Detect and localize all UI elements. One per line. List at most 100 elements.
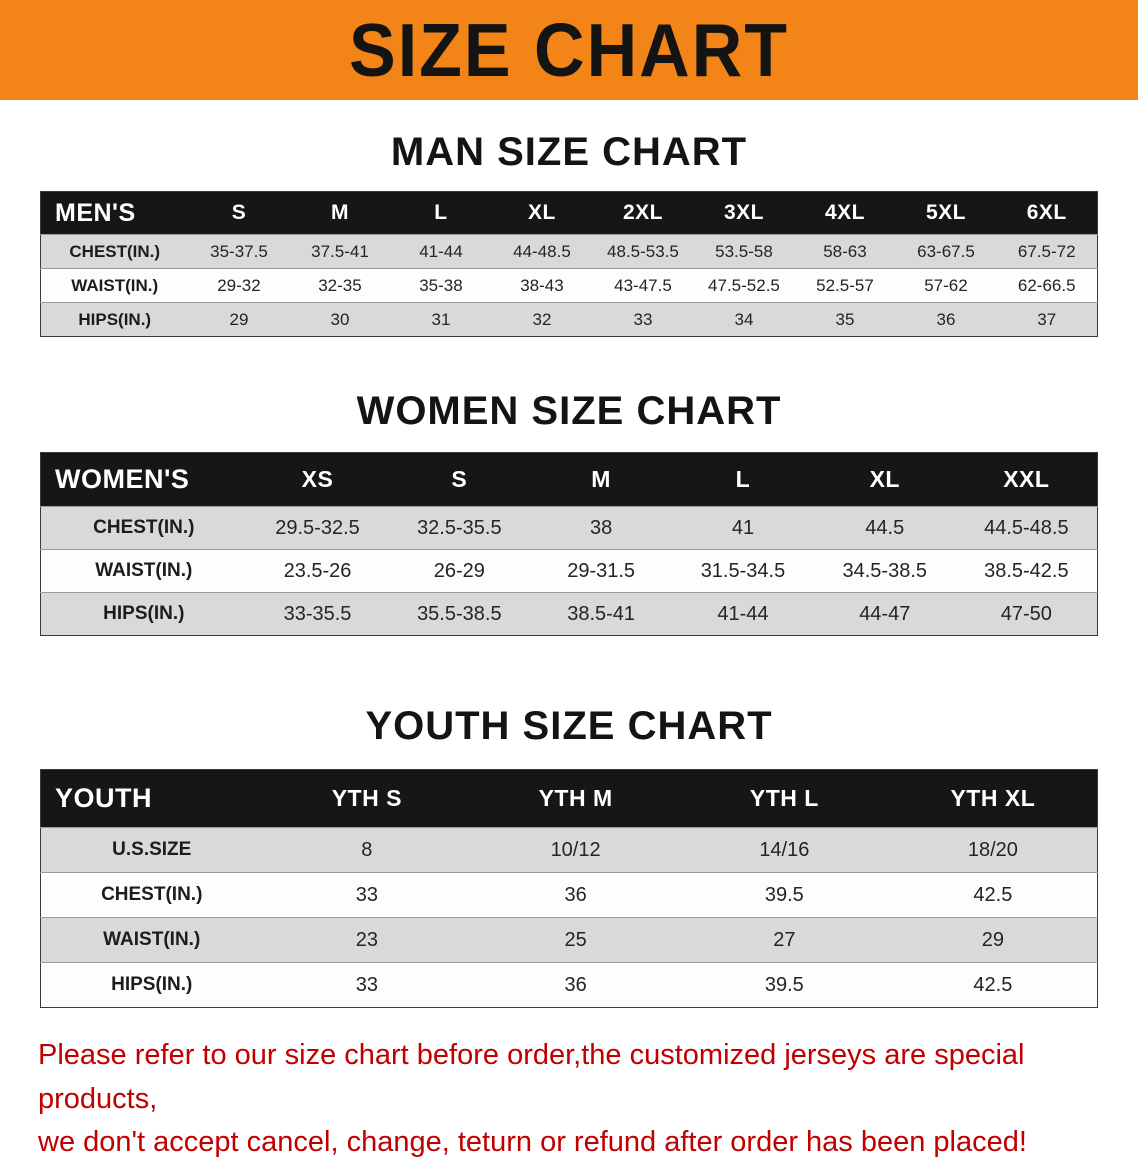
value-cell: 33	[592, 302, 694, 337]
size-header-cell: XXL	[955, 452, 1098, 507]
value-cell: 33-35.5	[246, 592, 389, 636]
youth-size-table: YOUTH YTH S YTH M YTH L YTH XL U.S.SIZE 8 10/12…	[40, 769, 1098, 1008]
value-cell: 43-47.5	[592, 268, 694, 303]
size-header-cell: S	[388, 452, 531, 507]
value-cell: 26-29	[388, 549, 531, 593]
value-cell: 18/20	[888, 827, 1098, 873]
value-cell: 58-63	[794, 234, 896, 269]
value-cell: 41-44	[390, 234, 492, 269]
value-cell: 25	[471, 917, 680, 963]
value-cell: 42.5	[888, 872, 1098, 918]
size-header-cell: YTH S	[262, 769, 472, 828]
value-cell: 38	[530, 506, 673, 550]
size-header-cell: XS	[246, 452, 389, 507]
value-cell: 36	[471, 872, 680, 918]
size-header-cell: YTH M	[471, 769, 680, 828]
size-header-cell: 3XL	[693, 191, 795, 235]
row-label-cell: CHEST(IN.)	[40, 234, 189, 269]
size-header-cell: M	[530, 452, 673, 507]
row-label-cell: HIPS(IN.)	[40, 962, 263, 1008]
value-cell: 44.5-48.5	[955, 506, 1098, 550]
size-header-cell: M	[289, 191, 391, 235]
banner: SIZE CHART	[0, 0, 1138, 100]
value-cell: 10/12	[471, 827, 680, 873]
row-label-cell: CHEST(IN.)	[40, 506, 247, 550]
value-cell: 35.5-38.5	[388, 592, 531, 636]
value-cell: 35-38	[390, 268, 492, 303]
value-cell: 33	[262, 962, 472, 1008]
value-cell: 32-35	[289, 268, 391, 303]
table-title-cell: YOUTH	[40, 769, 263, 828]
value-cell: 29	[888, 917, 1098, 963]
value-cell: 30	[289, 302, 391, 337]
value-cell: 48.5-53.5	[592, 234, 694, 269]
value-cell: 44.5	[813, 506, 956, 550]
size-header-cell: L	[390, 191, 492, 235]
youth-section-heading: YOUTH SIZE CHART	[365, 704, 773, 748]
disclaimer-line-2: we don't accept cancel, change, teturn o…	[38, 1126, 1027, 1158]
table-row: HIPS(IN.) 33 36 39.5 42.5	[40, 962, 1098, 1008]
value-cell: 42.5	[888, 962, 1098, 1008]
table-title-cell: WOMEN'S	[40, 452, 247, 507]
value-cell: 38-43	[491, 268, 593, 303]
value-cell: 31.5-34.5	[672, 549, 814, 593]
size-header-cell: XL	[813, 452, 956, 507]
value-cell: 35	[794, 302, 896, 337]
table-row: WAIST(IN.) 23 25 27 29	[40, 917, 1098, 963]
row-label-cell: CHEST(IN.)	[40, 872, 263, 918]
size-header-cell: 5XL	[895, 191, 997, 235]
value-cell: 38.5-41	[530, 592, 673, 636]
table-row: WAIST(IN.) 29-32 32-35 35-38 38-43 43-47.5 47.…	[40, 268, 1098, 303]
table-row: CHEST(IN.) 29.5-32.5 32.5-35.5 38 41 44.5 44.5…	[40, 506, 1098, 550]
value-cell: 36	[895, 302, 997, 337]
men-size-table: MEN'S S M L XL 2XL 3XL 4XL 5XL 6XL CHEST(IN.) 35-37…	[40, 191, 1098, 337]
value-cell: 57-62	[895, 268, 997, 303]
men-table-wrap: MEN'S S M L XL 2XL 3XL 4XL 5XL 6XL CHEST(IN.) 35-37…	[40, 191, 1098, 337]
value-cell: 33	[262, 872, 472, 918]
value-cell: 23	[262, 917, 472, 963]
size-header-cell: L	[672, 452, 814, 507]
value-cell: 63-67.5	[895, 234, 997, 269]
women-section-heading: WOMEN SIZE CHART	[356, 389, 782, 433]
value-cell: 62-66.5	[996, 268, 1098, 303]
size-header-cell: 6XL	[996, 191, 1098, 235]
value-cell: 41	[672, 506, 814, 550]
value-cell: 32.5-35.5	[388, 506, 531, 550]
value-cell: 47-50	[955, 592, 1098, 636]
size-header-cell: 4XL	[794, 191, 896, 235]
value-cell: 47.5-52.5	[693, 268, 795, 303]
value-cell: 37	[996, 302, 1098, 337]
value-cell: 67.5-72	[996, 234, 1098, 269]
value-cell: 44-47	[813, 592, 956, 636]
value-cell: 23.5-26	[246, 549, 389, 593]
table-header-row: MEN'S S M L XL 2XL 3XL 4XL 5XL 6XL	[40, 191, 1098, 235]
table-row: HIPS(IN.) 29 30 31 32 33 34 35 36 37	[40, 302, 1098, 337]
value-cell: 52.5-57	[794, 268, 896, 303]
youth-table-wrap: YOUTH YTH S YTH M YTH L YTH XL U.S.SIZE 8 10/12…	[40, 769, 1098, 1008]
table-title-cell: MEN'S	[40, 191, 189, 235]
value-cell: 14/16	[679, 827, 889, 873]
value-cell: 38.5-42.5	[955, 549, 1098, 593]
row-label-cell: U.S.SIZE	[40, 827, 263, 873]
value-cell: 35-37.5	[188, 234, 290, 269]
disclaimer-line-1: Please refer to our size chart before or…	[38, 1039, 1025, 1115]
value-cell: 32	[491, 302, 593, 337]
row-label-cell: WAIST(IN.)	[40, 917, 263, 963]
women-size-table: WOMEN'S XS S M L XL XXL CHEST(IN.) 29.5-32.5 32.5…	[40, 452, 1098, 636]
value-cell: 31	[390, 302, 492, 337]
row-label-cell: HIPS(IN.)	[40, 592, 247, 636]
table-row: U.S.SIZE 8 10/12 14/16 18/20	[40, 827, 1098, 873]
table-row: CHEST(IN.) 33 36 39.5 42.5	[40, 872, 1098, 918]
table-header-row: WOMEN'S XS S M L XL XXL	[40, 452, 1098, 507]
table-row: WAIST(IN.) 23.5-26 26-29 29-31.5 31.5-34.5 34…	[40, 549, 1098, 593]
table-header-row: YOUTH YTH S YTH M YTH L YTH XL	[40, 769, 1098, 828]
value-cell: 27	[679, 917, 889, 963]
size-header-cell: S	[188, 191, 290, 235]
value-cell: 29-32	[188, 268, 290, 303]
row-label-cell: WAIST(IN.)	[40, 268, 189, 303]
size-header-cell: XL	[491, 191, 593, 235]
man-section-heading: MAN SIZE CHART	[390, 130, 748, 174]
value-cell: 36	[471, 962, 680, 1008]
women-table-wrap: WOMEN'S XS S M L XL XXL CHEST(IN.) 29.5-32.5 32.5…	[40, 452, 1098, 636]
row-label-cell: HIPS(IN.)	[40, 302, 189, 337]
